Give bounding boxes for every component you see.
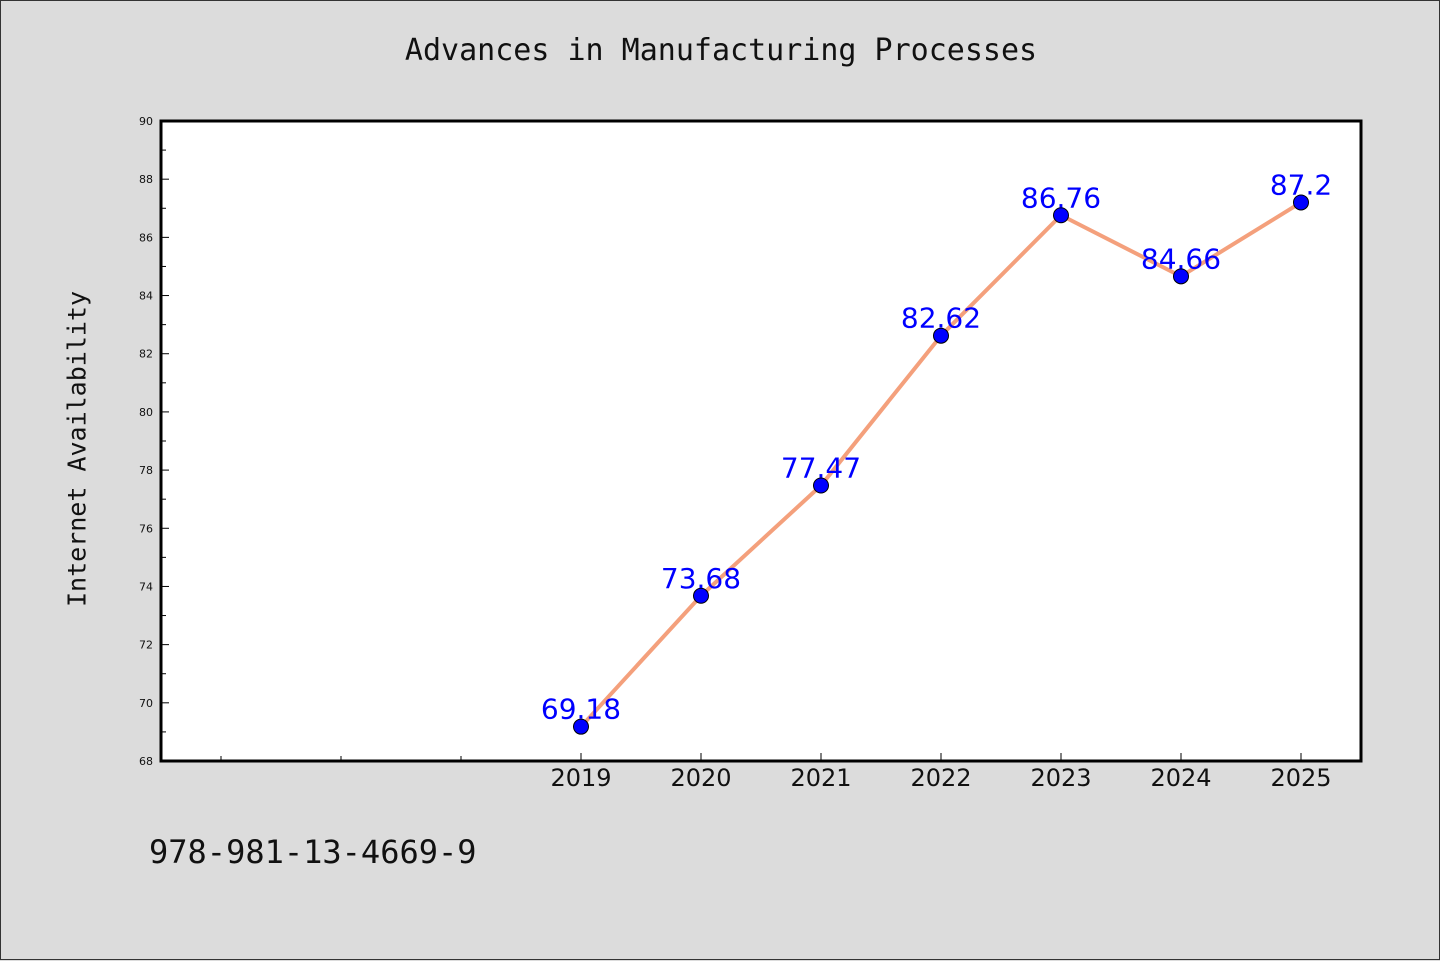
data-label: 87.2 — [1270, 168, 1332, 201]
y-tick-label: 90 — [139, 115, 153, 128]
x-tick-label: 2021 — [790, 764, 851, 792]
isbn-text: 978-981-13-4669-9 — [149, 833, 477, 871]
x-tick-label: 2025 — [1270, 764, 1331, 792]
y-tick-label: 80 — [139, 406, 153, 419]
y-tick-label: 78 — [139, 464, 153, 477]
data-point — [1053, 207, 1069, 224]
x-tick-label: 2024 — [1150, 764, 1211, 792]
x-tick-label: 2020 — [670, 764, 731, 792]
x-tick-label: 2022 — [910, 764, 971, 792]
x-tick-label: 2019 — [550, 764, 611, 792]
y-tick-label: 68 — [139, 755, 153, 768]
y-tick-label: 74 — [139, 580, 153, 593]
x-tick-label: 2023 — [1030, 764, 1091, 792]
data-label: 69.18 — [541, 693, 621, 726]
data-point — [1293, 194, 1309, 211]
y-tick-label: 84 — [139, 290, 153, 303]
y-tick-label: 72 — [139, 639, 153, 652]
data-point — [693, 587, 709, 604]
chart-title: Advances in Manufacturing Processes — [404, 33, 1038, 68]
y-tick-label: 86 — [139, 231, 153, 244]
data-point — [1173, 268, 1189, 285]
y-tick-label: 76 — [139, 522, 153, 535]
y-tick-label: 82 — [139, 348, 153, 361]
y-tick-label: 70 — [139, 697, 153, 710]
data-label: 73.68 — [661, 562, 741, 595]
data-label: 77.47 — [781, 452, 861, 485]
data-point — [813, 477, 829, 494]
data-point — [933, 327, 949, 344]
data-point — [573, 718, 589, 735]
data-label: 84.66 — [1141, 242, 1221, 275]
y-tick-label: 88 — [139, 173, 153, 186]
data-label: 86.76 — [1021, 181, 1101, 214]
plot-area — [159, 119, 1363, 763]
data-label: 82.62 — [901, 302, 981, 335]
